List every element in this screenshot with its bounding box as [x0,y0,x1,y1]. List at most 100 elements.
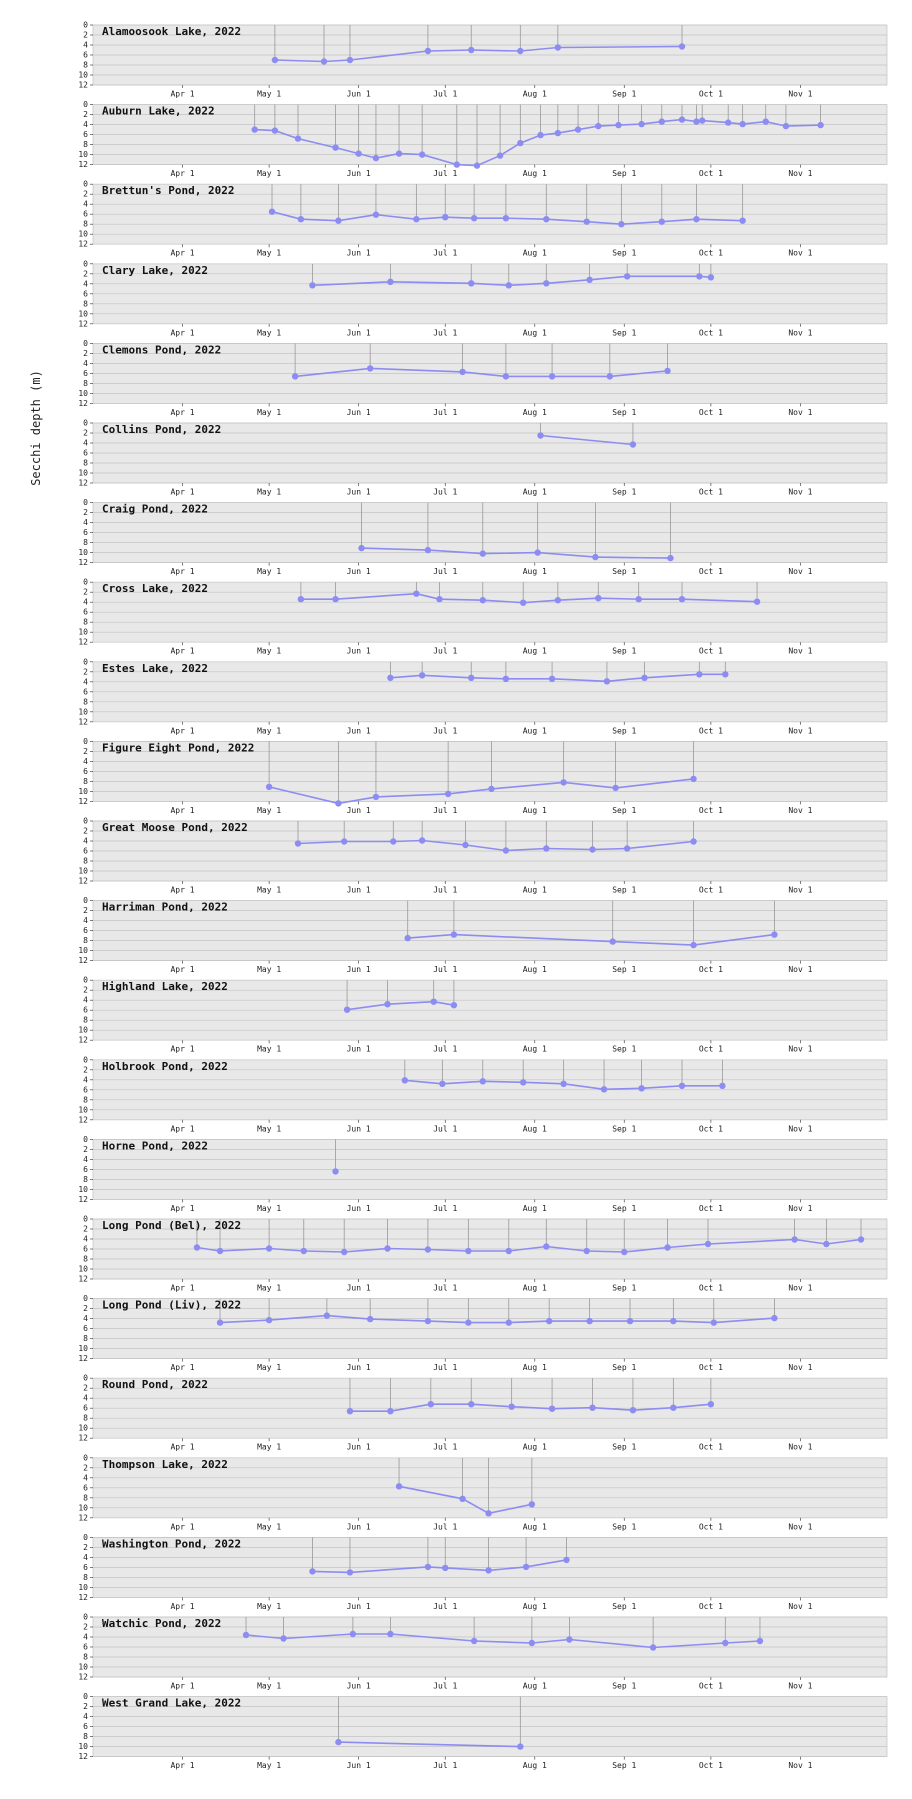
x-tick-label: Jun 1 [347,1682,371,1691]
y-tick-label: 2 [83,1702,88,1711]
data-point [641,674,648,681]
data-point [265,1316,273,1324]
data-point [309,1568,316,1575]
data-point [678,43,686,50]
series-line [338,1741,521,1748]
x-tick-label: Sep 1 [612,1045,636,1054]
data-point [670,1404,677,1411]
x-tick-label: Jul 1 [433,726,457,735]
x-tick-label: Sep 1 [612,1284,636,1293]
x-tick-label: Jun 1 [347,1443,371,1452]
data-point [390,838,397,845]
data-point [291,373,299,380]
data-point [693,118,700,125]
data-point [560,779,567,786]
data-point [707,274,715,281]
panel-title: Horne Pond, 2022 [102,1139,208,1152]
series-line [350,1403,711,1412]
data-point [340,838,348,845]
series-line [398,1485,533,1515]
data-point [534,549,541,556]
y-tick-label: 6 [83,767,88,776]
data-point [387,1408,394,1415]
data-point [756,1637,764,1645]
data-point [309,282,316,289]
y-tick-label: 12 [78,81,88,90]
y-tick-label: 4 [83,996,88,1005]
data-point [265,1245,273,1252]
data-point [589,846,596,853]
y-tick-label: 8 [83,61,88,70]
y-tick-label: 12 [78,1673,88,1682]
y-tick-label: 12 [78,1036,88,1045]
x-tick-label: Jun 1 [347,1045,371,1054]
x-tick-label: Oct 1 [699,1761,723,1770]
x-tick-label: Nov 1 [788,1045,812,1054]
y-tick-label: 2 [83,110,88,119]
x-tick-label: Nov 1 [788,965,812,974]
data-point [543,1243,550,1250]
x-tick-label: Aug 1 [523,1761,547,1770]
x-tick-label: Jun 1 [347,726,371,735]
data-point [343,1006,351,1013]
x-tick-label: Jul 1 [433,1761,457,1770]
x-tick-label: Oct 1 [699,965,723,974]
y-tick-label: 8 [83,1653,88,1662]
x-tick-label: May 1 [257,1204,281,1213]
x-tick-label: Sep 1 [612,806,636,815]
y-tick-label: 8 [83,538,88,547]
data-point [621,1248,628,1256]
y-tick-label: 10 [78,1424,88,1433]
y-tick-label: 0 [83,498,88,507]
data-point [782,122,790,130]
y-tick-label: 10 [78,946,88,955]
y-tick-label: 12 [78,1275,88,1284]
x-tick-label: May 1 [257,806,281,815]
data-point [418,151,426,158]
y-tick-label: 0 [83,1215,88,1224]
x-tick-label: Jul 1 [433,886,457,895]
y-tick-label: 8 [83,220,88,229]
panel-title: Cross Lake, 2022 [102,582,208,595]
data-point [528,1501,536,1508]
x-tick-label: May 1 [257,488,281,497]
y-tick-label: 8 [83,1414,88,1423]
y-tick-label: 8 [83,936,88,945]
x-tick-label: Oct 1 [699,1045,723,1054]
y-tick-label: 12 [78,956,88,965]
x-tick-label: Sep 1 [612,1443,636,1452]
x-tick-label: Sep 1 [612,965,636,974]
data-point [664,367,671,375]
y-tick-label: 0 [83,339,88,348]
data-point [612,784,619,792]
x-tick-label: Sep 1 [612,169,636,178]
x-tick-label: Nov 1 [788,647,812,656]
series-line [297,839,694,852]
data-point [595,595,602,602]
data-point [517,47,524,55]
x-tick-label: Sep 1 [612,647,636,656]
data-point [545,1317,553,1325]
data-point [470,215,478,222]
x-tick-label: Jul 1 [433,1204,457,1213]
y-tick-label: 10 [78,628,88,637]
x-tick-label: Oct 1 [699,647,723,656]
data-point [424,1563,432,1571]
x-tick-label: Jun 1 [347,886,371,895]
y-tick-label: 4 [83,1394,88,1403]
y-tick-label: 10 [78,707,88,716]
data-point [699,117,706,124]
y-tick-label: 0 [83,896,88,905]
y-tick-label: 6 [83,289,88,298]
y-tick-label: 2 [83,190,88,199]
data-point [413,216,420,223]
data-point [384,1001,391,1008]
y-tick-label: 0 [83,1692,88,1701]
y-tick-label: 6 [83,449,88,458]
data-point [771,931,778,938]
x-tick-label: Apr 1 [170,328,194,337]
y-axis-label: Secchi depth (m) [29,370,43,486]
x-tick-label: Nov 1 [788,1602,812,1611]
x-tick-label: May 1 [257,408,281,417]
data-point [678,1082,686,1090]
